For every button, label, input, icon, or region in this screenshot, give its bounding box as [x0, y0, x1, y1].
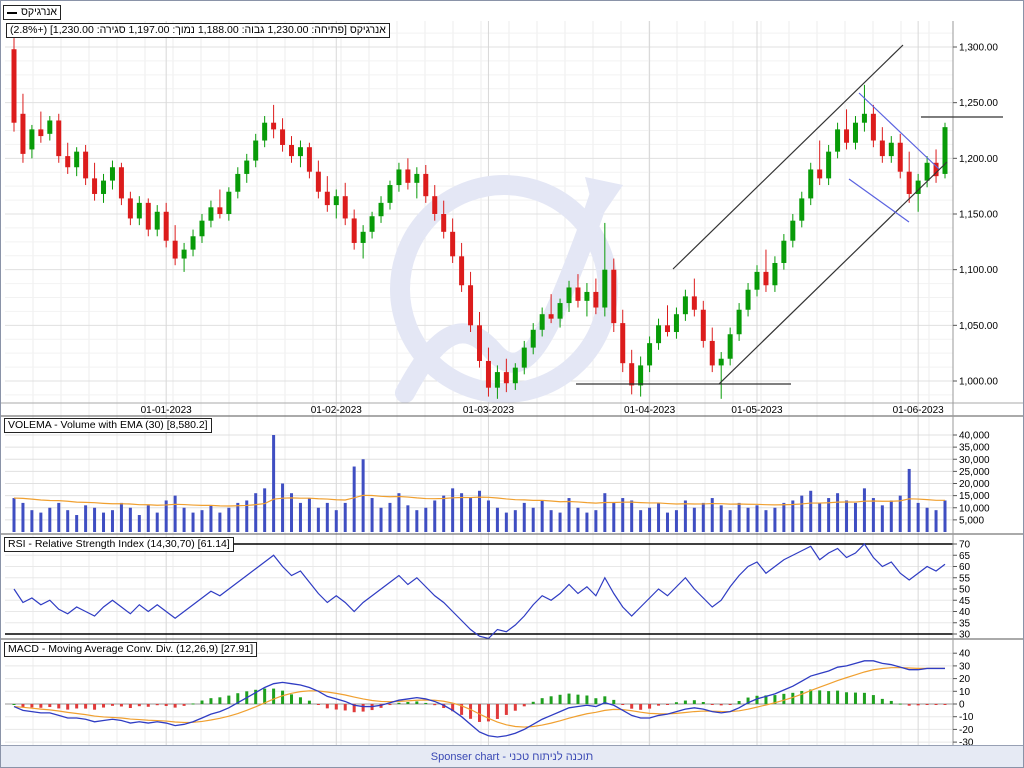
svg-text:30: 30 — [959, 661, 971, 672]
svg-text:-20: -20 — [959, 725, 974, 736]
svg-text:0: 0 — [959, 700, 965, 711]
svg-text:35: 35 — [959, 618, 971, 629]
svg-text:-30: -30 — [959, 738, 974, 749]
svg-text:5,000: 5,000 — [959, 515, 984, 526]
svg-text:55: 55 — [959, 573, 971, 584]
grid-lines — [5, 21, 953, 746]
svg-text:40: 40 — [959, 649, 971, 660]
svg-text:1,150.00: 1,150.00 — [959, 209, 998, 220]
svg-text:1,200.00: 1,200.00 — [959, 154, 998, 165]
series-legend[interactable]: אנרגיקס — [3, 5, 62, 20]
macd-panel-title[interactable]: MACD - Moving Average Conv. Div. (12,26,… — [4, 642, 258, 657]
svg-text:01-06-2023: 01-06-2023 — [893, 405, 945, 416]
status-bar-text: Sponser chart - תוכנה לניתוח טכני — [430, 750, 594, 763]
svg-text:20: 20 — [959, 674, 971, 685]
svg-text:60: 60 — [959, 562, 971, 573]
svg-text:40,000: 40,000 — [959, 431, 990, 442]
svg-text:65: 65 — [959, 551, 971, 562]
svg-text:35,000: 35,000 — [959, 443, 990, 454]
svg-text:1,050.00: 1,050.00 — [959, 321, 998, 332]
svg-text:20,000: 20,000 — [959, 479, 990, 490]
axes-and-labels: 1,300.00 1,250.00 1,200.00 1,150.00 1,100.00… — [1, 21, 1023, 749]
svg-text:10,000: 10,000 — [959, 503, 990, 514]
series-line-icon — [7, 11, 17, 14]
svg-text:01-04-2023: 01-04-2023 — [624, 405, 676, 416]
svg-text:10: 10 — [959, 687, 971, 698]
svg-text:01-01-2023: 01-01-2023 — [141, 405, 193, 416]
ohlc-info-text: אנרגיקס [פתיחה: 1,230.00 גבוה: 1,188.00 … — [10, 24, 386, 36]
svg-text:50: 50 — [959, 585, 971, 596]
status-bar: Sponser chart - תוכנה לניתוח טכני — [1, 745, 1023, 767]
volume-series[interactable] — [12, 435, 947, 532]
macd-series[interactable] — [5, 660, 953, 738]
series-name: אנרגיקס — [21, 6, 58, 18]
svg-text:1,300.00: 1,300.00 — [959, 43, 998, 54]
svg-text:70: 70 — [959, 540, 971, 551]
svg-text:15,000: 15,000 — [959, 491, 990, 502]
candlestick-series[interactable] — [11, 38, 948, 399]
svg-text:45: 45 — [959, 596, 971, 607]
svg-text:30,000: 30,000 — [959, 455, 990, 466]
svg-text:30: 30 — [959, 630, 971, 641]
svg-text:01-02-2023: 01-02-2023 — [311, 405, 363, 416]
trendline-annotations[interactable] — [576, 44, 1003, 385]
svg-text:40: 40 — [959, 607, 971, 618]
rsi-panel-title[interactable]: RSI - Relative Strength Index (14,30,70)… — [4, 537, 234, 552]
svg-text:1,250.00: 1,250.00 — [959, 98, 998, 109]
volume-panel-title[interactable]: VOLEMA - Volume with EMA (30) [8,580.2] — [4, 418, 212, 433]
ohlc-info-bar: אנרגיקס [פתיחה: 1,230.00 גבוה: 1,188.00 … — [6, 23, 390, 38]
svg-text:1,100.00: 1,100.00 — [959, 265, 998, 276]
svg-text:25,000: 25,000 — [959, 467, 990, 478]
svg-text:1,000.00: 1,000.00 — [959, 376, 998, 387]
svg-text:-10: -10 — [959, 712, 974, 723]
svg-text:01-05-2023: 01-05-2023 — [731, 405, 783, 416]
svg-text:01-03-2023: 01-03-2023 — [463, 405, 515, 416]
rsi-series[interactable] — [5, 543, 953, 640]
